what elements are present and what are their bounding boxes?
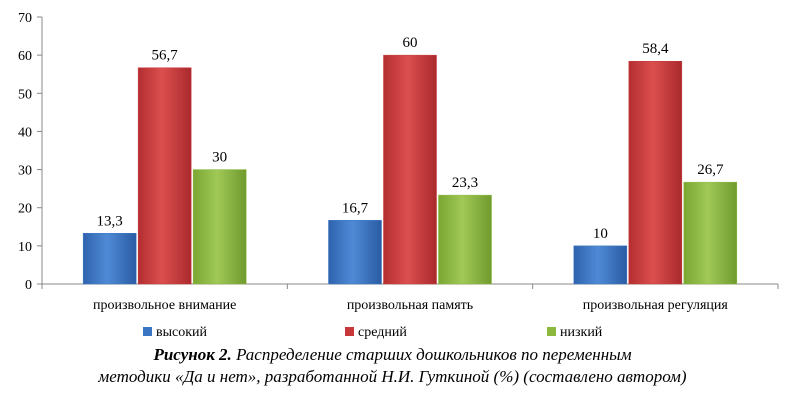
bar-низкий bbox=[683, 181, 738, 285]
data-label: 30 bbox=[212, 150, 227, 166]
bar-низкий bbox=[192, 169, 247, 285]
legend-swatch-высокий bbox=[143, 327, 152, 336]
y-tick-label: 50 bbox=[18, 87, 32, 102]
data-label: 13,3 bbox=[97, 213, 123, 229]
legend-label: средний bbox=[358, 325, 407, 340]
bar-средний bbox=[137, 67, 192, 285]
figure-caption-line-1: Рисунок 2. Распределение старших дошколь… bbox=[0, 345, 785, 365]
data-label: 56,7 bbox=[152, 48, 179, 64]
chart-data-labels: 13,3 56,7 30 16,7 60 23,3 10 58,4 26,7 bbox=[97, 35, 724, 242]
y-tick-label: 30 bbox=[18, 164, 32, 179]
category-label: произвольное внимание bbox=[93, 298, 236, 313]
y-tick-label: 10 bbox=[18, 240, 32, 255]
data-label: 10 bbox=[593, 226, 608, 242]
data-label: 60 bbox=[403, 35, 418, 51]
legend-label: низкий bbox=[560, 325, 603, 340]
category-label: произвольная память bbox=[347, 298, 473, 313]
figure-caption-number: Рисунок 2. bbox=[153, 345, 232, 364]
chart-bars bbox=[82, 54, 738, 285]
data-label: 16,7 bbox=[342, 200, 369, 216]
y-tick-label: 20 bbox=[18, 202, 32, 217]
category-label: произвольная регуляция bbox=[583, 298, 729, 313]
y-tick-label: 40 bbox=[18, 125, 32, 140]
data-label: 58,4 bbox=[642, 41, 669, 57]
bar-высокий bbox=[328, 220, 382, 285]
y-tick-label: 0 bbox=[25, 278, 32, 293]
bar-средний bbox=[383, 54, 437, 285]
legend-label: высокий bbox=[156, 325, 208, 340]
bar-chart: 0 10 20 30 40 50 60 70 13,3 56,7 30 16,7 60 23,3 10 58… bbox=[18, 11, 779, 340]
y-tick-label: 70 bbox=[18, 11, 32, 26]
data-label: 23,3 bbox=[452, 175, 478, 191]
figure-caption-text: Распределение старших дошкольников по пе… bbox=[236, 345, 632, 364]
figure-caption-line-2: методики «Да и нет», разработанной Н.И. … bbox=[98, 367, 687, 386]
bar-высокий bbox=[573, 245, 628, 285]
legend-swatch-низкий bbox=[547, 327, 556, 336]
data-label: 26,7 bbox=[697, 162, 724, 178]
y-tick-label: 60 bbox=[18, 49, 32, 64]
bar-высокий bbox=[82, 233, 137, 285]
bar-низкий bbox=[438, 194, 492, 285]
bar-средний bbox=[628, 60, 683, 285]
chart-category-labels: произвольное внимание произвольная память… bbox=[93, 298, 728, 313]
legend-swatch-средний bbox=[345, 327, 354, 336]
chart-legend: высокий средний низкий bbox=[143, 325, 603, 340]
